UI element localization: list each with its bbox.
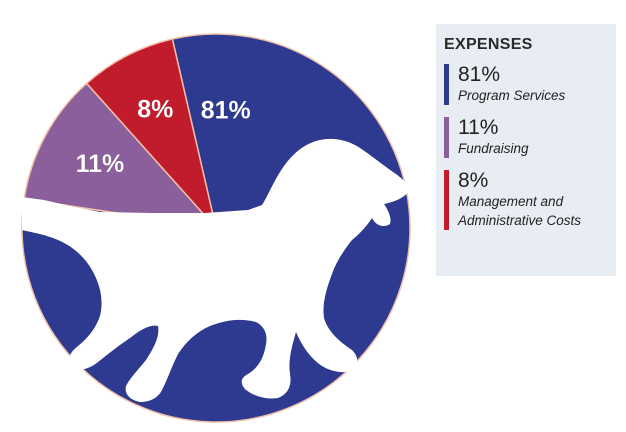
legend-item-program-services: 81% Program Services xyxy=(444,64,608,105)
pie-label-program-services: 81% xyxy=(201,97,251,125)
legend-name: Fundraising xyxy=(458,141,529,156)
legend-swatch-fundraising xyxy=(444,117,449,158)
legend-swatch-program-services xyxy=(444,64,449,105)
pie-labels: 81% 11% 8% xyxy=(75,95,251,178)
legend-title: EXPENSES xyxy=(444,36,533,53)
legend-item-management: 8% Management and Administrative Costs xyxy=(444,170,608,230)
legend: EXPENSES 81% Program Services 11% Fundra… xyxy=(436,24,616,276)
legend-name: Management and Administrative Costs xyxy=(458,194,582,228)
pie-label-management-and-administrative-costs: 8% xyxy=(137,95,173,123)
dog-silhouette-icon xyxy=(22,138,409,402)
legend-item-fundraising: 11% Fundraising xyxy=(444,117,608,158)
pie-slice-fundraising xyxy=(23,82,218,230)
pie-chart: 81% 11% 8% xyxy=(21,33,411,423)
legend-value: 11% xyxy=(458,116,499,139)
pie-label-fundraising: 11% xyxy=(76,150,125,178)
pie-slice-management-and-administrative-costs xyxy=(85,38,217,229)
legend-value: 8% xyxy=(458,169,489,192)
legend-value: 81% xyxy=(458,63,501,86)
legend-name: Program Services xyxy=(458,88,566,103)
legend-swatch-management xyxy=(444,170,449,230)
